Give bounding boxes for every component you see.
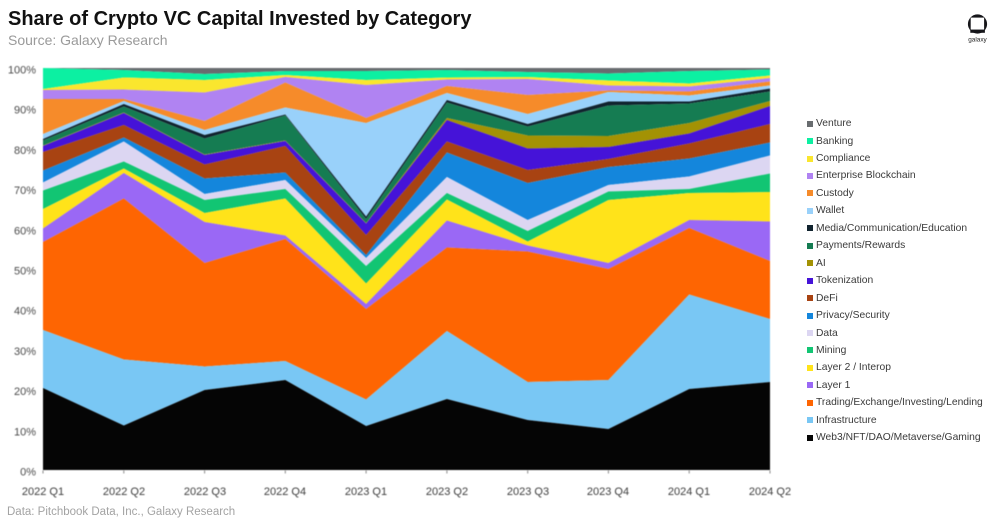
svg-text:2024 Q2: 2024 Q2 (749, 486, 791, 498)
svg-text:0%: 0% (20, 467, 36, 479)
svg-text:70%: 70% (14, 185, 36, 197)
svg-text:2022 Q3: 2022 Q3 (184, 486, 226, 498)
svg-text:2023 Q2: 2023 Q2 (426, 486, 468, 498)
svg-text:2023 Q4: 2023 Q4 (587, 486, 629, 498)
svg-text:30%: 30% (14, 346, 36, 358)
svg-text:100%: 100% (8, 65, 36, 77)
svg-text:2023 Q1: 2023 Q1 (345, 486, 387, 498)
svg-text:2022 Q2: 2022 Q2 (103, 486, 145, 498)
svg-text:10%: 10% (14, 426, 36, 438)
svg-text:90%: 90% (14, 105, 36, 117)
svg-text:2022 Q1: 2022 Q1 (22, 486, 64, 498)
svg-text:2024 Q1: 2024 Q1 (668, 486, 710, 498)
svg-text:2022 Q4: 2022 Q4 (264, 486, 306, 498)
svg-text:60%: 60% (14, 225, 36, 237)
svg-text:50%: 50% (14, 266, 36, 278)
svg-text:2023 Q3: 2023 Q3 (507, 486, 549, 498)
svg-text:80%: 80% (14, 145, 36, 157)
svg-text:40%: 40% (14, 306, 36, 318)
svg-text:20%: 20% (14, 386, 36, 398)
svg-text:galaxy: galaxy (968, 37, 987, 44)
